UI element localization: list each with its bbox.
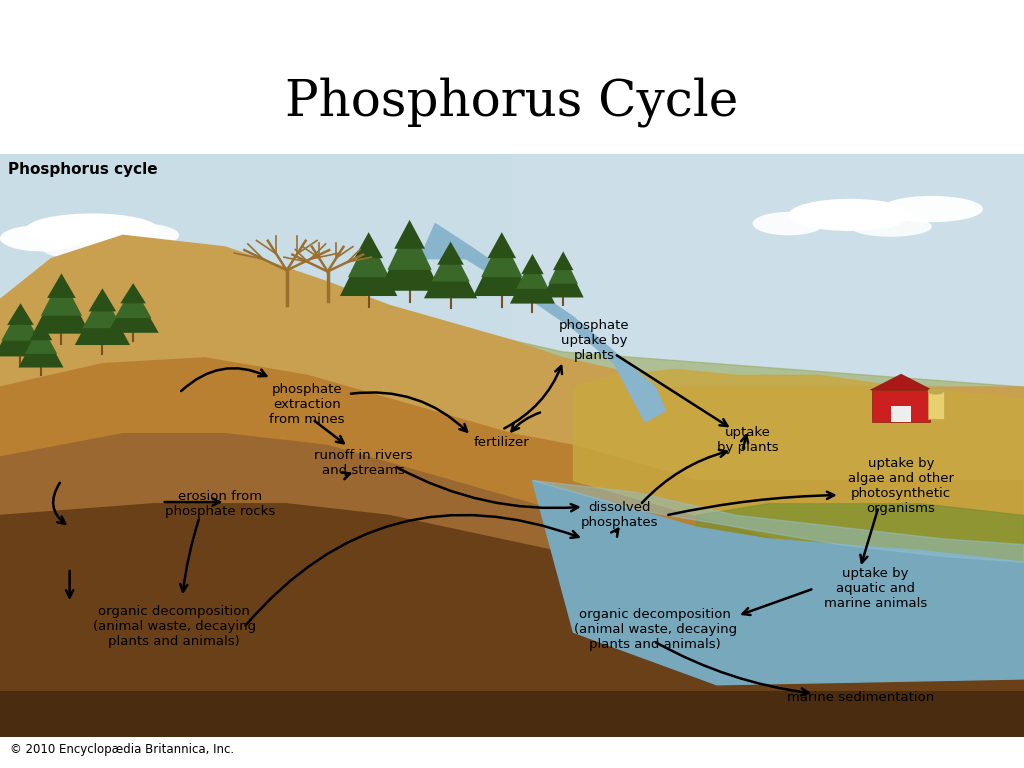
Polygon shape xyxy=(696,504,1024,609)
Polygon shape xyxy=(0,259,1024,737)
Ellipse shape xyxy=(850,217,932,237)
Ellipse shape xyxy=(26,214,159,246)
Polygon shape xyxy=(89,288,117,312)
Text: Phosphorus cycle: Phosphorus cycle xyxy=(8,162,158,177)
Text: uptake by
aquatic and
marine animals: uptake by aquatic and marine animals xyxy=(824,567,927,610)
Bar xyxy=(0,154,1024,376)
Polygon shape xyxy=(348,236,389,277)
Text: organic decomposition
(animal waste, decaying
plants and animals): organic decomposition (animal waste, dec… xyxy=(92,605,256,648)
Polygon shape xyxy=(47,273,76,298)
Text: runoff in rivers
and streams: runoff in rivers and streams xyxy=(314,449,413,477)
Polygon shape xyxy=(870,374,932,390)
Ellipse shape xyxy=(753,212,824,235)
Text: erosion from
phosphate rocks: erosion from phosphate rocks xyxy=(165,490,275,518)
Polygon shape xyxy=(387,223,432,270)
Polygon shape xyxy=(532,481,1024,562)
Polygon shape xyxy=(33,279,90,333)
Text: phosphate
extraction
from mines: phosphate extraction from mines xyxy=(269,383,345,426)
Polygon shape xyxy=(553,251,573,270)
Text: uptake by
algae and other
photosynthetic
organisms: uptake by algae and other photosynthetic… xyxy=(848,457,954,515)
Polygon shape xyxy=(115,286,152,318)
Bar xyxy=(512,154,1024,416)
Polygon shape xyxy=(510,259,555,303)
Text: © 2010 Encyclopædia Britannica, Inc.: © 2010 Encyclopædia Britannica, Inc. xyxy=(10,743,234,756)
Text: phosphate
uptake by
plants: phosphate uptake by plants xyxy=(559,319,629,362)
Polygon shape xyxy=(0,434,1024,737)
Polygon shape xyxy=(340,238,397,296)
Polygon shape xyxy=(549,253,578,284)
Ellipse shape xyxy=(881,196,983,222)
Polygon shape xyxy=(487,232,516,258)
Polygon shape xyxy=(25,324,57,354)
Polygon shape xyxy=(532,481,1024,685)
Text: organic decomposition
(animal waste, decaying
plants and animals): organic decomposition (animal waste, dec… xyxy=(573,607,737,650)
Polygon shape xyxy=(379,227,440,291)
Polygon shape xyxy=(121,283,146,303)
Text: Phosphorus Cycle: Phosphorus Cycle xyxy=(286,77,738,127)
Bar xyxy=(872,390,930,422)
Polygon shape xyxy=(481,236,522,277)
Polygon shape xyxy=(431,244,470,282)
Polygon shape xyxy=(543,256,584,297)
Bar xyxy=(928,391,944,419)
Ellipse shape xyxy=(788,199,911,231)
Polygon shape xyxy=(473,238,530,296)
Bar xyxy=(0,690,1024,737)
Polygon shape xyxy=(108,288,159,333)
Text: dissolved
phosphates: dissolved phosphates xyxy=(581,502,658,529)
Polygon shape xyxy=(0,308,47,356)
Text: fertilizer: fertilizer xyxy=(474,436,529,449)
Polygon shape xyxy=(521,254,544,274)
Ellipse shape xyxy=(41,236,102,258)
Polygon shape xyxy=(394,220,425,249)
Polygon shape xyxy=(516,257,549,289)
Polygon shape xyxy=(18,326,63,368)
Polygon shape xyxy=(354,232,383,258)
Bar xyxy=(891,406,911,422)
Polygon shape xyxy=(41,276,82,316)
Polygon shape xyxy=(7,303,34,325)
Polygon shape xyxy=(424,247,477,298)
Text: marine sedimentation: marine sedimentation xyxy=(786,691,934,704)
Polygon shape xyxy=(1,306,40,341)
Polygon shape xyxy=(437,242,464,265)
Polygon shape xyxy=(30,322,52,340)
Ellipse shape xyxy=(928,388,944,395)
Ellipse shape xyxy=(108,223,179,247)
Polygon shape xyxy=(75,293,130,345)
Polygon shape xyxy=(415,223,666,422)
Polygon shape xyxy=(83,291,122,328)
Polygon shape xyxy=(573,369,1024,609)
Polygon shape xyxy=(0,504,1024,737)
Polygon shape xyxy=(0,235,1024,737)
Text: uptake
by plants: uptake by plants xyxy=(717,425,778,454)
Polygon shape xyxy=(0,358,1024,737)
Ellipse shape xyxy=(0,225,82,251)
